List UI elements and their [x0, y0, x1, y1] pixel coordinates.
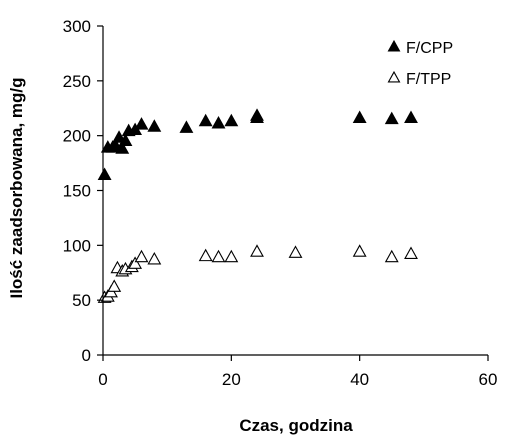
open-triangle-point — [211, 249, 226, 263]
open-triangle-point — [384, 249, 399, 263]
open-triangle-point — [107, 279, 122, 292]
data-marks — [97, 108, 418, 303]
open-triangle-point — [134, 249, 149, 263]
y-axis-title: Ilość zaadsorbowana, mg/g — [7, 77, 26, 298]
x-axis-title: Czas, godzina — [239, 416, 353, 435]
filled-triangle-point — [384, 111, 399, 125]
legend-filled-triangle-icon — [387, 39, 401, 52]
filled-triangle-point — [211, 115, 226, 129]
filled-triangle-point — [134, 117, 149, 130]
y-tick-label: 300 — [63, 17, 91, 36]
y-tick-label: 200 — [63, 127, 91, 146]
x-tick-label: 20 — [222, 370, 241, 389]
series-f-cpp — [97, 108, 418, 181]
filled-triangle-point — [112, 130, 126, 143]
y-tick-label: 0 — [82, 346, 91, 365]
x-tick-label: 0 — [98, 370, 107, 389]
filled-triangle-point — [147, 119, 162, 132]
filled-triangle-point — [224, 113, 239, 127]
y-tick-label: 250 — [63, 72, 91, 91]
open-triangle-point — [352, 244, 367, 257]
open-triangle-point — [404, 246, 418, 259]
filled-triangle-point — [179, 120, 194, 133]
filled-triangle-point — [118, 133, 133, 147]
filled-triangle-point — [198, 113, 213, 127]
legend-open-triangle-icon — [387, 70, 401, 83]
legend: F/CPP F/TPP — [387, 39, 453, 88]
axes — [97, 25, 489, 361]
filled-triangle-point — [115, 141, 130, 154]
open-triangle-point — [224, 249, 239, 263]
open-triangle-point — [250, 244, 264, 257]
filled-triangle-point — [404, 110, 418, 123]
y-tick-label: 100 — [63, 236, 91, 255]
legend-label: F/TPP — [406, 71, 451, 88]
x-tick-label: 40 — [350, 370, 369, 389]
open-triangle-point — [147, 251, 162, 265]
x-tick-label: 60 — [479, 370, 498, 389]
y-tick-label: 150 — [63, 182, 91, 201]
filled-triangle-point — [352, 110, 367, 123]
y-tick-label: 50 — [72, 291, 91, 310]
tick-labels: 0 50 100 150 200 250 300 0 20 40 60 — [63, 17, 498, 389]
filled-triangle-point — [250, 110, 264, 123]
legend-label: F/CPP — [406, 40, 453, 57]
filled-triangle-point — [97, 167, 112, 181]
series-f-tpp — [97, 244, 418, 303]
open-triangle-point — [128, 256, 143, 269]
open-triangle-point — [288, 245, 303, 258]
open-triangle-point — [198, 248, 213, 262]
